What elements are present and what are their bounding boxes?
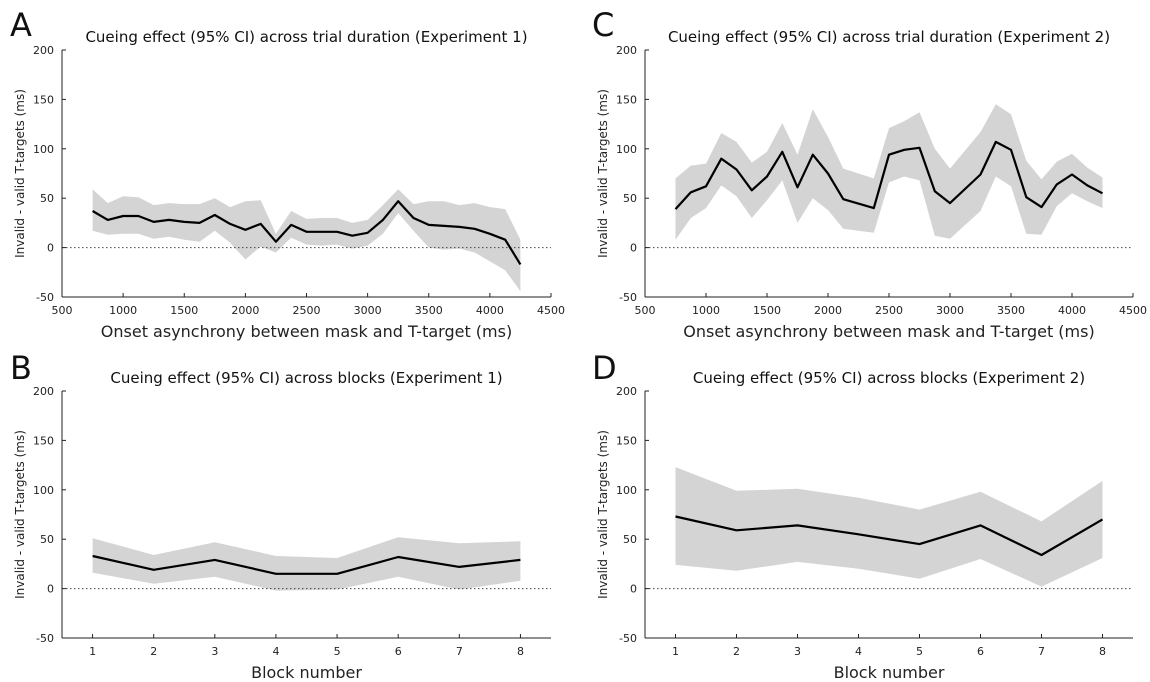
y-axis-label: Invalid - valid T-targets (ms) — [13, 89, 27, 258]
y-tick-label: 200 — [33, 44, 54, 57]
x-tick-label: 5 — [334, 645, 341, 658]
x-tick-label: 500 — [52, 304, 73, 317]
x-tick-label: 4000 — [1058, 304, 1086, 317]
y-tick-label: -50 — [619, 291, 637, 304]
chart-title: Cueing effect (95% CI) across blocks (Ex… — [110, 369, 502, 387]
ci-band — [92, 537, 521, 591]
y-tick-label: 0 — [630, 242, 637, 255]
x-tick-label: 2 — [733, 645, 740, 658]
x-tick-label: 4500 — [537, 304, 565, 317]
chart-title: Cueing effect (95% CI) across blocks (Ex… — [693, 369, 1085, 387]
x-tick-label: 500 — [635, 304, 656, 317]
y-tick-label: 150 — [33, 93, 54, 106]
x-axis-label: Onset asynchrony between mask and T-targ… — [101, 322, 512, 341]
x-tick-label: 1 — [89, 645, 96, 658]
y-tick-label: 150 — [616, 93, 637, 106]
y-tick-label: -50 — [619, 632, 637, 645]
x-tick-label: 2500 — [293, 304, 321, 317]
x-tick-label: 3000 — [354, 304, 382, 317]
panel-letter: C — [592, 6, 614, 44]
x-tick-label: 6 — [977, 645, 984, 658]
chart-title: Cueing effect (95% CI) across trial dura… — [85, 28, 527, 46]
x-tick-label: 3500 — [415, 304, 443, 317]
y-tick-label: 50 — [40, 533, 54, 546]
ci-band — [92, 189, 521, 292]
x-tick-label: 3500 — [997, 304, 1025, 317]
x-tick-label: 4 — [272, 645, 279, 658]
panel-letter: D — [592, 349, 617, 387]
x-tick-label: 2000 — [814, 304, 842, 317]
x-axis-label: Block number — [251, 663, 362, 682]
mean-line — [675, 515, 1104, 557]
chart-title: Cueing effect (95% CI) across trial dura… — [668, 28, 1110, 46]
y-tick-label: -50 — [36, 291, 54, 304]
mean-line — [674, 140, 1104, 210]
y-tick-label: 150 — [616, 434, 637, 447]
x-tick-label: 6 — [395, 645, 402, 658]
y-tick-label: 50 — [623, 192, 637, 205]
panel-a: A Cueing effect (95% CI) across trial dur… — [10, 6, 565, 341]
x-tick-label: 1 — [672, 645, 679, 658]
y-tick-label: 100 — [616, 484, 637, 497]
y-tick-label: 0 — [47, 242, 54, 255]
panel-b: B Cueing effect (95% CI) across blocks (E… — [10, 349, 551, 682]
x-tick-label: 5 — [916, 645, 923, 658]
x-tick-label: 2 — [150, 645, 157, 658]
ci-band — [675, 104, 1103, 240]
panel-letter: A — [10, 6, 32, 44]
x-tick-label: 1000 — [109, 304, 137, 317]
y-tick-label: 100 — [33, 143, 54, 156]
x-tick-label: 3 — [794, 645, 801, 658]
y-tick-label: 200 — [616, 385, 637, 398]
y-tick-label: 100 — [616, 143, 637, 156]
x-tick-label: 1000 — [692, 304, 720, 317]
x-tick-label: 3000 — [936, 304, 964, 317]
x-tick-label: 4 — [855, 645, 862, 658]
x-tick-label: 1500 — [170, 304, 198, 317]
x-tick-label: 1500 — [753, 304, 781, 317]
x-tick-label: 7 — [456, 645, 463, 658]
x-tick-label: 7 — [1038, 645, 1045, 658]
y-axis-label: Invalid - valid T-targets (ms) — [596, 430, 610, 599]
ci-band — [675, 467, 1103, 587]
y-axis-label: Invalid - valid T-targets (ms) — [13, 430, 27, 599]
y-tick-label: 100 — [33, 484, 54, 497]
y-tick-label: 200 — [616, 44, 637, 57]
x-axis-label: Onset asynchrony between mask and T-targ… — [683, 322, 1094, 341]
y-axis-label: Invalid - valid T-targets (ms) — [596, 89, 610, 258]
x-tick-label: 4000 — [476, 304, 504, 317]
y-tick-label: 200 — [33, 385, 54, 398]
y-tick-label: 150 — [33, 434, 54, 447]
y-tick-label: 0 — [47, 583, 54, 596]
panel-c: C Cueing effect (95% CI) across trial dur… — [592, 6, 1147, 341]
x-tick-label: 2500 — [875, 304, 903, 317]
x-tick-label: 2000 — [231, 304, 259, 317]
x-tick-label: 8 — [1099, 645, 1106, 658]
y-tick-label: 50 — [40, 192, 54, 205]
y-tick-label: 50 — [623, 533, 637, 546]
panel-letter: B — [10, 349, 32, 387]
panel-d: D Cueing effect (95% CI) across blocks (E… — [592, 349, 1133, 682]
y-tick-label: -50 — [36, 632, 54, 645]
mean-line — [92, 554, 521, 575]
x-axis-label: Block number — [834, 663, 945, 682]
x-tick-label: 3 — [211, 645, 218, 658]
x-tick-label: 8 — [517, 645, 524, 658]
mean-line — [92, 200, 522, 265]
x-tick-label: 4500 — [1119, 304, 1147, 317]
y-tick-label: 0 — [630, 583, 637, 596]
